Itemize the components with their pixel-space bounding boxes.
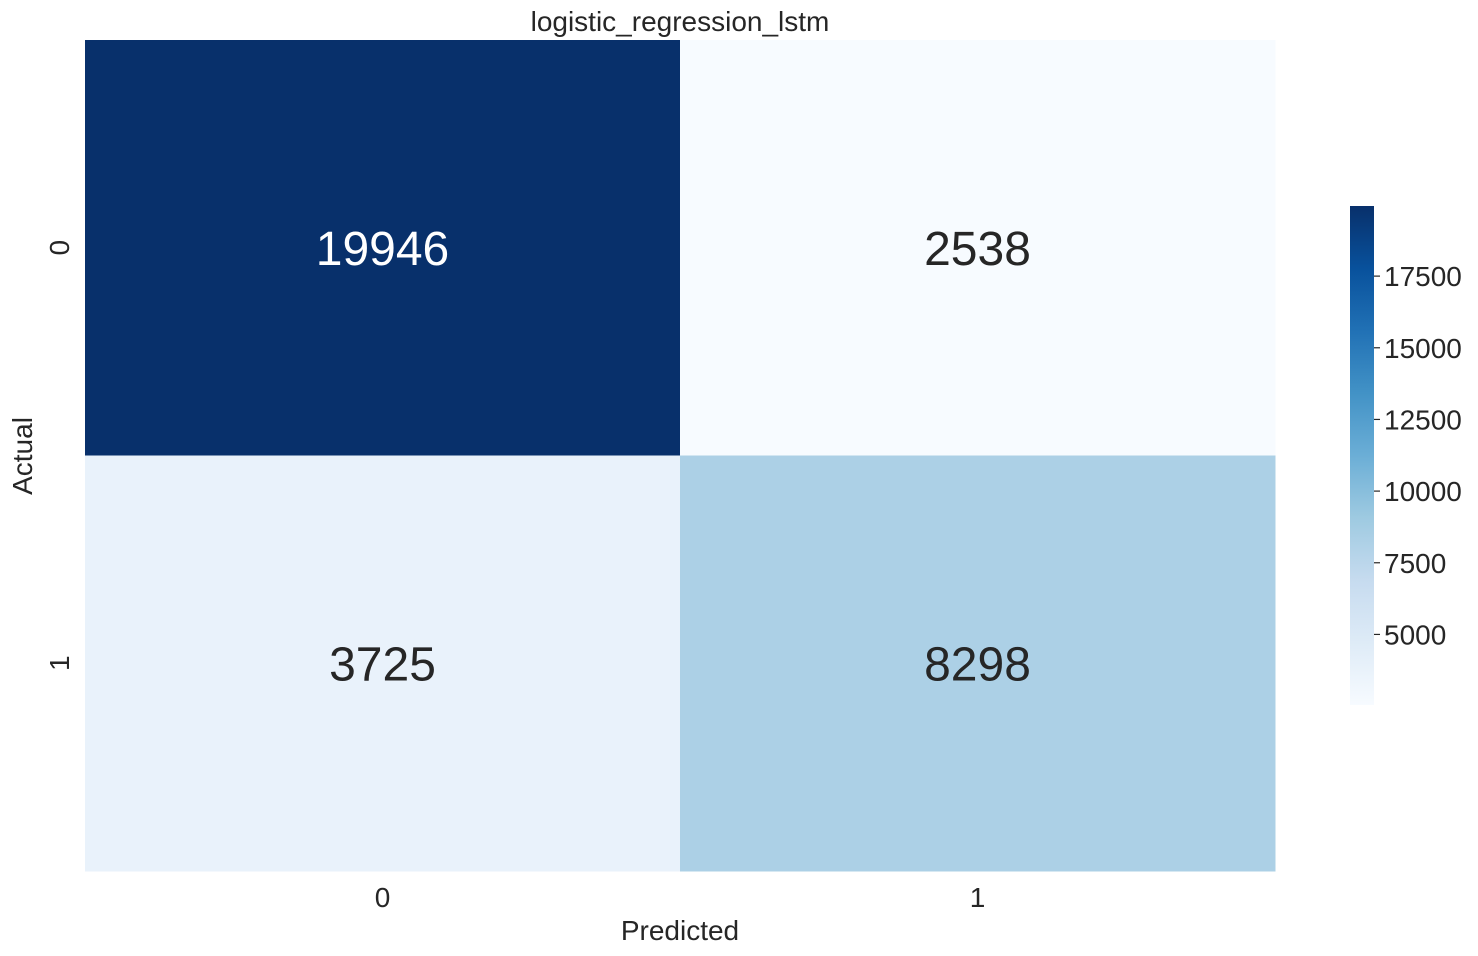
colorbar-ticks: 5000 7500 10000 12500 15000 17500	[1374, 261, 1462, 650]
y-axis-ticks: 01	[44, 240, 75, 671]
colorbar-tick-label-4: 15000	[1384, 333, 1462, 364]
colorbar-tick-label-5: 17500	[1384, 261, 1462, 292]
cell-label-0-1: 2538	[924, 223, 1031, 276]
heatmap-cell-1-1	[680, 455, 1276, 872]
cell-label-1-1: 8298	[924, 638, 1031, 691]
heatmap-cells	[85, 40, 1276, 872]
heatmap-cell-0-1	[680, 40, 1276, 456]
colorbar-tick-label-2: 10000	[1384, 476, 1462, 507]
heatmap-cell-labels: 19946 2538 3725 8298	[316, 223, 1031, 692]
x-tick-label-0: 0	[375, 882, 391, 913]
y-tick-label-1: 1	[44, 655, 75, 671]
colorbar-tick-label-3: 12500	[1384, 404, 1462, 435]
cell-label-1-0: 3725	[329, 638, 436, 691]
y-tick-label-0: 0	[44, 240, 75, 256]
colorbar-tick-label-1: 7500	[1384, 548, 1446, 579]
y-axis-label: Actual	[7, 417, 38, 495]
colorbar	[1350, 206, 1374, 705]
cell-label-0-0: 19946	[316, 223, 449, 276]
x-tick-label-1: 1	[970, 882, 986, 913]
chart-title: logistic_regression_lstm	[531, 6, 830, 37]
heatmap-cell-1-0	[85, 455, 681, 872]
x-axis-label: Predicted	[621, 915, 739, 946]
colorbar-tick-label-0: 5000	[1384, 619, 1446, 650]
heatmap-cell-0-0	[85, 40, 681, 456]
